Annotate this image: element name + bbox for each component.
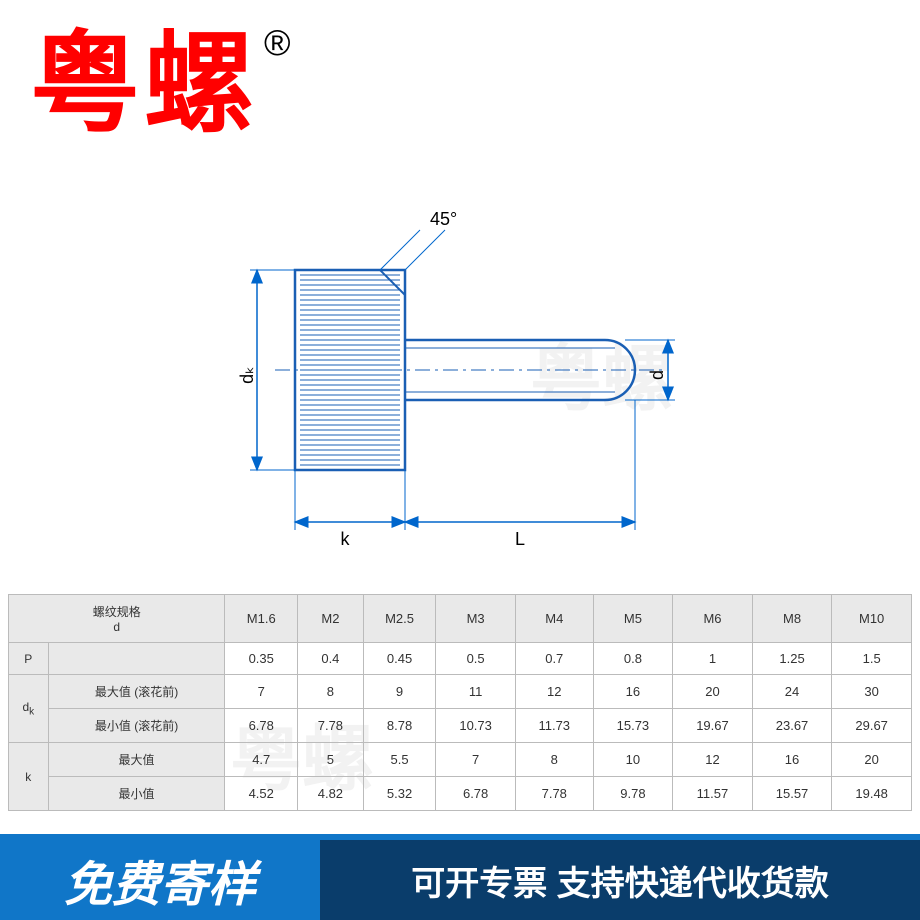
table-col: M1.6 xyxy=(225,595,298,643)
cell: 4.7 xyxy=(225,743,298,777)
L-label: L xyxy=(515,529,525,549)
angle-label: 45° xyxy=(430,210,457,229)
footer-left-text: 免费寄样 xyxy=(64,845,256,915)
cell: 7.78 xyxy=(298,709,364,743)
table-col: M6 xyxy=(673,595,753,643)
row-P: P xyxy=(9,643,49,675)
cell: 20 xyxy=(832,743,912,777)
cell: 19.48 xyxy=(832,777,912,811)
cell: 11.57 xyxy=(673,777,753,811)
cell: 19.67 xyxy=(673,709,753,743)
cell: 9.78 xyxy=(593,777,673,811)
dk-label: dₖ xyxy=(237,366,257,384)
footer: 免费寄样 可开专票 支持快递代收货款 xyxy=(0,840,920,920)
cell: 0.7 xyxy=(515,643,593,675)
cell: 4.52 xyxy=(225,777,298,811)
cell: 6.78 xyxy=(225,709,298,743)
cell: 7.78 xyxy=(515,777,593,811)
table-col: M2 xyxy=(298,595,364,643)
cell: 8 xyxy=(515,743,593,777)
cell: 0.8 xyxy=(593,643,673,675)
row-k: k xyxy=(9,743,49,811)
brand-text: 粤螺 xyxy=(30,30,258,140)
table-col: M3 xyxy=(436,595,516,643)
cell: 12 xyxy=(673,743,753,777)
cell: 0.5 xyxy=(436,643,516,675)
cell: 7 xyxy=(225,675,298,709)
table-col: M2.5 xyxy=(363,595,436,643)
cell: 0.35 xyxy=(225,643,298,675)
cell: 5 xyxy=(298,743,364,777)
cell: 6.78 xyxy=(436,777,516,811)
cell: 7 xyxy=(436,743,516,777)
cell: 5.5 xyxy=(363,743,436,777)
table-header-d: 螺纹规格d xyxy=(9,595,225,643)
d-label: d xyxy=(647,370,667,380)
cell: 12 xyxy=(515,675,593,709)
spec-table: 螺纹规格dM1.6M2M2.5M3M4M5M6M8M10 P 0.350.40.45… xyxy=(8,594,912,811)
registered-icon: ® xyxy=(264,22,291,64)
footer-right-text: 可开专票 支持快递代收货款 xyxy=(411,856,828,905)
cell: 0.45 xyxy=(363,643,436,675)
cell: 8.78 xyxy=(363,709,436,743)
cell: 29.67 xyxy=(832,709,912,743)
cell: 10.73 xyxy=(436,709,516,743)
cell: 24 xyxy=(752,675,832,709)
cell: 8 xyxy=(298,675,364,709)
cell: 1 xyxy=(673,643,753,675)
cell: 11.73 xyxy=(515,709,593,743)
cell: 10 xyxy=(593,743,673,777)
table-col: M10 xyxy=(832,595,912,643)
cell: 1.25 xyxy=(752,643,832,675)
cell: 5.32 xyxy=(363,777,436,811)
cell: 0.4 xyxy=(298,643,364,675)
cell: 4.82 xyxy=(298,777,364,811)
cell: 16 xyxy=(752,743,832,777)
cell: 23.67 xyxy=(752,709,832,743)
cell: 1.5 xyxy=(832,643,912,675)
cell: 30 xyxy=(832,675,912,709)
footer-right: 可开专票 支持快递代收货款 xyxy=(320,840,920,920)
cell: 15.73 xyxy=(593,709,673,743)
k-label: k xyxy=(341,529,351,549)
table-col: M5 xyxy=(593,595,673,643)
cell: 16 xyxy=(593,675,673,709)
screw-diagram: 45° dₖ d k L xyxy=(225,210,705,560)
table-col: M4 xyxy=(515,595,593,643)
cell: 15.57 xyxy=(752,777,832,811)
brand-logo: 粤螺 ® xyxy=(30,30,291,140)
cell: 9 xyxy=(363,675,436,709)
cell: 20 xyxy=(673,675,753,709)
table-col: M8 xyxy=(752,595,832,643)
cell: 11 xyxy=(436,675,516,709)
footer-left: 免费寄样 xyxy=(0,840,320,920)
row-dk: dk xyxy=(9,675,49,743)
